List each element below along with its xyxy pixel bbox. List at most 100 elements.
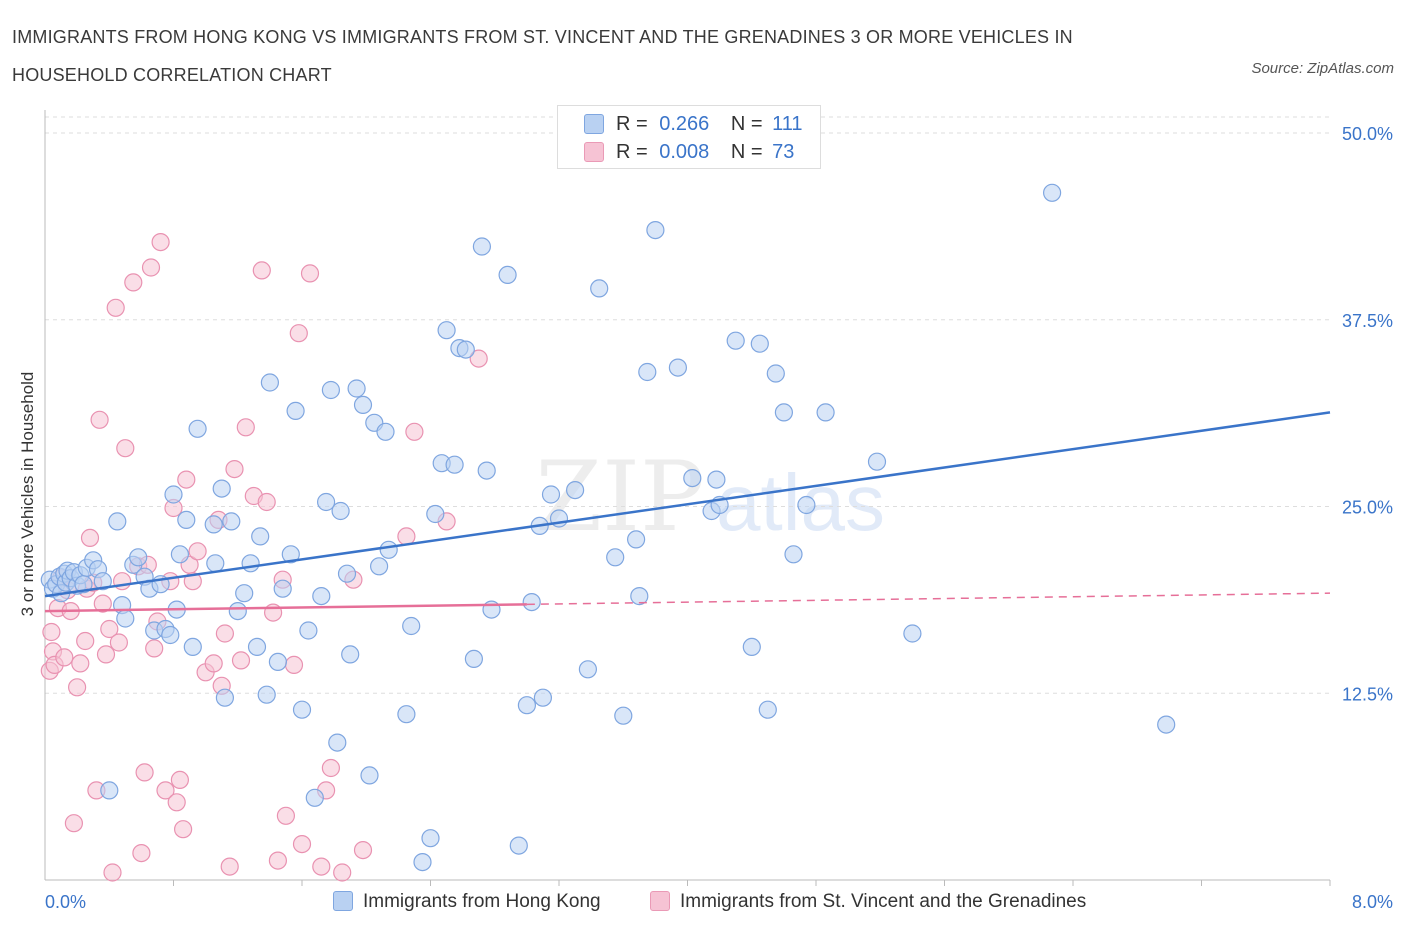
st-vincent-point-18 — [93, 594, 112, 613]
st-vincent-point-39 — [170, 770, 189, 790]
st-vincent-point-49 — [215, 624, 234, 643]
hong-kong-point-104 — [726, 331, 745, 350]
st-vincent-point-56 — [257, 492, 276, 512]
series-hong-kong-points — [40, 183, 1176, 872]
trend-line-hong-kong — [44, 411, 1331, 598]
st-vincent-point-63 — [292, 834, 312, 854]
legend-r-label: R = — [616, 113, 648, 135]
hong-kong-point-50 — [286, 401, 305, 420]
axis-labels: 12.5% 25.0% 37.5% 50.0% 0.0% 8.0% 3 or more Ve… — [18, 124, 1393, 912]
hong-kong-point-37 — [212, 479, 231, 498]
watermark: ZIP atlas — [535, 441, 885, 553]
hong-kong-point-68 — [397, 705, 416, 724]
hong-kong-point-102 — [707, 470, 726, 489]
hong-kong-point-32 — [177, 510, 196, 530]
st-vincent-point-32 — [145, 639, 164, 658]
bottom-legend-swatch-pink — [650, 891, 670, 911]
hong-kong-point-85 — [522, 592, 541, 612]
chart-title: IMMIGRANTS FROM HONG KONG VS IMMIGRANTS … — [12, 27, 1073, 85]
st-vincent-point-55 — [252, 261, 271, 280]
hong-kong-point-22 — [129, 548, 148, 567]
hong-kong-point-28 — [161, 625, 180, 645]
legend-n-label: N = — [730, 113, 763, 135]
hong-kong-point-38 — [215, 688, 234, 707]
st-vincent-point-1 — [42, 622, 61, 642]
hong-kong-point-57 — [328, 733, 347, 752]
st-vincent-point-14 — [80, 528, 100, 548]
st-vincent-point-44 — [188, 542, 207, 561]
hong-kong-point-34 — [188, 419, 207, 438]
hong-kong-point-90 — [565, 481, 585, 500]
st-vincent-point-60 — [276, 806, 295, 825]
hong-kong-point-108 — [766, 364, 785, 383]
hong-kong-point-94 — [614, 706, 633, 725]
st-vincent-point-10 — [67, 678, 87, 697]
hong-kong-point-71 — [421, 829, 440, 848]
hong-kong-point-62 — [353, 395, 373, 414]
legend-n-label: N = — [730, 141, 763, 163]
hong-kong-point-67 — [379, 540, 398, 559]
st-vincent-point-72 — [405, 422, 424, 441]
hong-kong-point-39 — [222, 512, 241, 531]
hong-kong-point-77 — [456, 340, 475, 359]
hong-kong-point-20 — [116, 609, 135, 628]
bottom-legend-swatch-blue — [333, 891, 353, 911]
hong-kong-point-113 — [867, 452, 887, 471]
st-vincent-point-29 — [135, 763, 154, 782]
hong-kong-point-112 — [816, 403, 835, 422]
hong-kong-point-17 — [100, 781, 119, 800]
hong-kong-point-91 — [578, 660, 598, 679]
trend-line-st-vincent-solid — [44, 603, 527, 613]
hong-kong-point-70 — [413, 852, 432, 872]
y-tick-label-2: 37.5% — [1342, 311, 1393, 331]
x-tick-label-min: 0.0% — [45, 892, 86, 912]
bottom-legend-label-hong-kong: Immigrants from Hong Kong — [363, 891, 601, 912]
st-vincent-point-52 — [231, 651, 251, 670]
y-tick-label-1: 25.0% — [1342, 498, 1393, 518]
hong-kong-point-43 — [247, 637, 267, 657]
hong-kong-point-31 — [170, 545, 189, 564]
hong-kong-point-72 — [426, 504, 445, 524]
hong-kong-point-49 — [281, 545, 300, 564]
hong-kong-point-99 — [668, 358, 688, 377]
hong-kong-point-80 — [477, 461, 496, 480]
y-tick-label-0: 12.5% — [1342, 684, 1393, 704]
axes — [44, 110, 1331, 886]
hong-kong-point-95 — [626, 530, 646, 549]
trend-lines — [44, 411, 1331, 613]
st-vincent-point-25 — [116, 439, 135, 458]
st-vincent-point-38 — [167, 793, 186, 812]
hong-kong-point-74 — [437, 321, 456, 340]
st-vincent-point-34 — [151, 233, 170, 252]
bottom-legend-hong-kong: Immigrants from Hong Kong — [333, 888, 601, 916]
st-vincent-point-11 — [71, 654, 90, 673]
hong-kong-point-84 — [517, 696, 537, 715]
st-vincent-point-26 — [124, 273, 143, 292]
st-vincent-point-62 — [289, 324, 308, 343]
legend-r-value-st-vincent: 0.008 — [659, 141, 710, 163]
st-vincent-point-65 — [312, 857, 331, 876]
hong-kong-point-40 — [228, 601, 247, 621]
st-vincent-point-46 — [204, 654, 223, 673]
y-tick-label-3: 50.0% — [1342, 124, 1393, 144]
hong-kong-point-48 — [273, 579, 292, 598]
hong-kong-point-60 — [341, 645, 360, 664]
x-tick-label-max: 8.0% — [1352, 892, 1393, 912]
legend-n-value-st-vincent: 73 — [772, 141, 795, 163]
hong-kong-point-52 — [299, 621, 318, 640]
st-vincent-point-41 — [177, 470, 196, 489]
hong-kong-point-55 — [317, 492, 336, 512]
hong-kong-point-66 — [376, 422, 395, 441]
hong-kong-point-78 — [464, 649, 483, 669]
st-vincent-point-6 — [55, 648, 74, 667]
st-vincent-point-12 — [76, 631, 95, 651]
st-vincent-point-35 — [156, 781, 175, 800]
hong-kong-point-41 — [235, 584, 254, 603]
hong-kong-point-92 — [590, 279, 609, 298]
hong-kong-point-35 — [204, 515, 223, 534]
hong-kong-point-93 — [606, 548, 625, 567]
hong-kong-point-106 — [750, 334, 769, 353]
st-vincent-point-22 — [106, 298, 125, 317]
st-vincent-point-67 — [321, 758, 340, 778]
hong-kong-point-98 — [646, 221, 665, 240]
